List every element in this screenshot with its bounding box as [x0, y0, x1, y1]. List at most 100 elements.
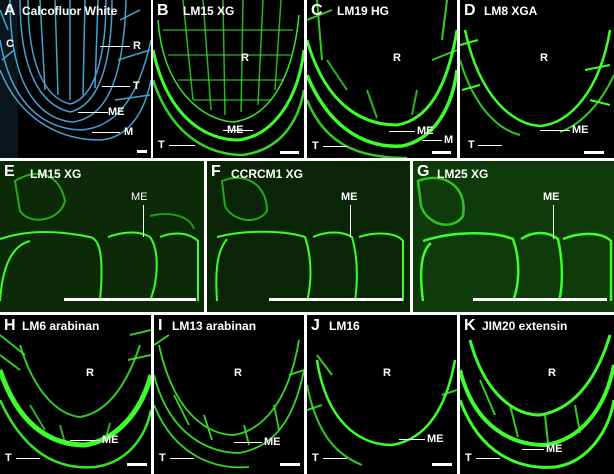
panel-k: K JIM20 extensin R ME T [460, 315, 614, 474]
label-me: ME [572, 124, 589, 136]
panel-f: F CCRCM1 XG ME [207, 161, 410, 312]
label-r: R [86, 367, 94, 379]
label-me: ME [427, 433, 444, 445]
pointer-line [170, 458, 194, 459]
label-me: ME [546, 443, 563, 455]
label-me: ME [417, 125, 434, 137]
label-r: R [241, 52, 249, 64]
panel-letter: K [464, 317, 476, 334]
panel-letter: B [157, 2, 169, 19]
panel-title: LM6 arabinan [22, 319, 100, 333]
micrograph-d [460, 29, 614, 136]
label-me: ME [108, 106, 125, 118]
micrograph-h [0, 329, 151, 469]
pointer-line [223, 130, 253, 131]
micrograph-a [0, 0, 151, 158]
scale-bar [432, 151, 451, 154]
scale-bar [280, 463, 300, 466]
panel-title: JIM20 extensin [482, 319, 568, 333]
pointer-line [143, 205, 144, 237]
micrograph-j [307, 354, 457, 466]
panel-b: B LM15 XG R ME T [153, 0, 304, 158]
label-me: ME [131, 191, 148, 203]
panel-title: LM25 XG [437, 167, 489, 181]
panel-letter: C [311, 2, 323, 19]
micrograph-g [413, 161, 614, 312]
pointer-line [522, 449, 544, 450]
panel-title: LM8 XGA [484, 4, 538, 18]
panel-title: LM19 HG [337, 4, 390, 18]
label-m: M [124, 126, 134, 138]
label-r: R [393, 52, 401, 64]
label-r: R [383, 367, 391, 379]
panel-letter: I [158, 317, 163, 334]
label-t: T [159, 452, 166, 464]
pointer-line [16, 458, 40, 459]
panel-letter: A [4, 2, 16, 19]
pointer-line [323, 146, 347, 147]
label-t: T [133, 80, 140, 92]
pointer-line [70, 440, 100, 441]
label-me: ME [543, 191, 560, 203]
pointer-line [422, 140, 442, 141]
micrograph-k [460, 334, 614, 469]
pointer-line [553, 205, 554, 239]
label-r: R [133, 40, 141, 52]
micrograph-i [154, 334, 304, 469]
pointer-line [350, 205, 351, 237]
panel-g: G LM25 XG ME [413, 161, 614, 312]
micrograph-f [207, 161, 410, 312]
label-t: T [158, 139, 165, 151]
panel-h: H LM6 arabinan R ME T [0, 315, 151, 474]
panel-title: Calcofluor White [22, 4, 118, 18]
label-me: ME [264, 436, 281, 448]
pointer-line [476, 458, 500, 459]
panel-title: LM13 arabinan [172, 319, 257, 333]
label-me: ME [227, 124, 244, 136]
scale-bar [280, 151, 299, 154]
panel-letter: D [464, 2, 476, 19]
label-r: R [548, 367, 556, 379]
label-m: M [444, 134, 454, 146]
panel-letter: J [311, 317, 320, 334]
pointer-line [399, 439, 425, 440]
pointer-line [234, 442, 262, 443]
scale-bar [137, 150, 147, 153]
panel-letter: F [211, 163, 221, 180]
label-r: R [234, 367, 242, 379]
pointer-line [102, 86, 130, 87]
pointer-line [323, 458, 347, 459]
pointer-line [100, 46, 130, 47]
scale-bar [473, 298, 607, 301]
label-t: T [312, 140, 319, 152]
panel-title: CCRCM1 XG [231, 167, 304, 181]
micrograph-c [307, 0, 457, 158]
scale-bar [64, 298, 196, 301]
pointer-line [92, 132, 120, 133]
label-me: ME [341, 191, 358, 203]
micrograph-e [0, 161, 204, 312]
label-t: T [312, 452, 319, 464]
panel-title: LM16 [329, 319, 360, 333]
panel-j: J LM16 R ME T [307, 315, 457, 474]
panel-i: I LM13 arabinan R ME T [154, 315, 304, 474]
scale-bar [127, 463, 147, 466]
label-me: ME [102, 434, 119, 446]
panel-letter: E [4, 163, 15, 180]
label-t: T [468, 139, 475, 151]
pointer-line [540, 130, 570, 131]
panel-d: D LM8 XGA R ME T [460, 0, 614, 158]
label-r: R [540, 52, 548, 64]
pointer-line [78, 112, 108, 113]
panel-e: E LM15 XG ME [0, 161, 204, 312]
panel-a: A Calcofluor White C R T ME M [0, 0, 151, 158]
panel-title: LM15 XG [30, 167, 82, 181]
label-c: C [6, 38, 14, 50]
micrograph-b [153, 0, 304, 157]
pointer-line [169, 145, 195, 146]
scale-bar [584, 151, 604, 154]
scale-bar [432, 463, 452, 466]
panel-letter: G [417, 163, 430, 180]
pointer-line [478, 145, 502, 146]
panel-c: C LM19 HG R ME M T [307, 0, 457, 158]
